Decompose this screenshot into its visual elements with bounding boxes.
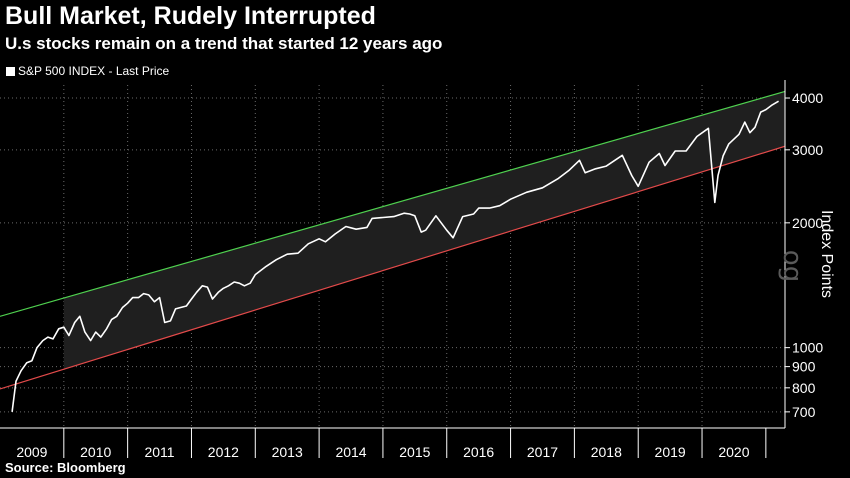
watermark: og — [777, 249, 807, 283]
lower-trend-line — [0, 145, 786, 390]
x-tick-label: 2017 — [527, 444, 558, 460]
y-tick-label: 800 — [792, 380, 816, 396]
x-tick-label: 2016 — [463, 444, 494, 460]
legend: S&P 500 INDEX - Last Price — [6, 64, 169, 78]
x-tick-label: 2009 — [16, 444, 47, 460]
y-axis-label: Index Points — [818, 209, 835, 299]
x-tick-label: 2010 — [80, 444, 111, 460]
legend-label: S&P 500 INDEX - Last Price — [18, 64, 170, 78]
x-tick-label: 2020 — [718, 444, 749, 460]
x-tick-label: 2012 — [208, 444, 239, 460]
y-tick-label: 1000 — [792, 340, 823, 356]
x-tick-label: 2011 — [144, 444, 174, 460]
y-tick-label: 3000 — [792, 142, 823, 158]
series-line-sp500 — [11, 100, 780, 413]
upper-trend-line — [0, 90, 786, 317]
y-tick-label: 4000 — [792, 90, 823, 106]
y-tick-label: 900 — [792, 359, 816, 375]
x-tick-label: 2013 — [272, 444, 303, 460]
x-tick-label: 2019 — [655, 444, 686, 460]
x-tick-label: 2014 — [335, 444, 366, 460]
chart-title: Bull Market, Rudely Interrupted — [5, 2, 376, 30]
y-tick-label: 700 — [792, 404, 816, 420]
y-tick-label: 2000 — [792, 215, 823, 231]
legend-swatch — [6, 66, 15, 76]
source-note: Source: Bloomberg — [5, 460, 126, 475]
chart-subtitle: U.s stocks remain on a trend that starte… — [5, 34, 443, 53]
x-tick-label: 2018 — [591, 444, 622, 460]
x-tick-label: 2015 — [399, 444, 430, 460]
